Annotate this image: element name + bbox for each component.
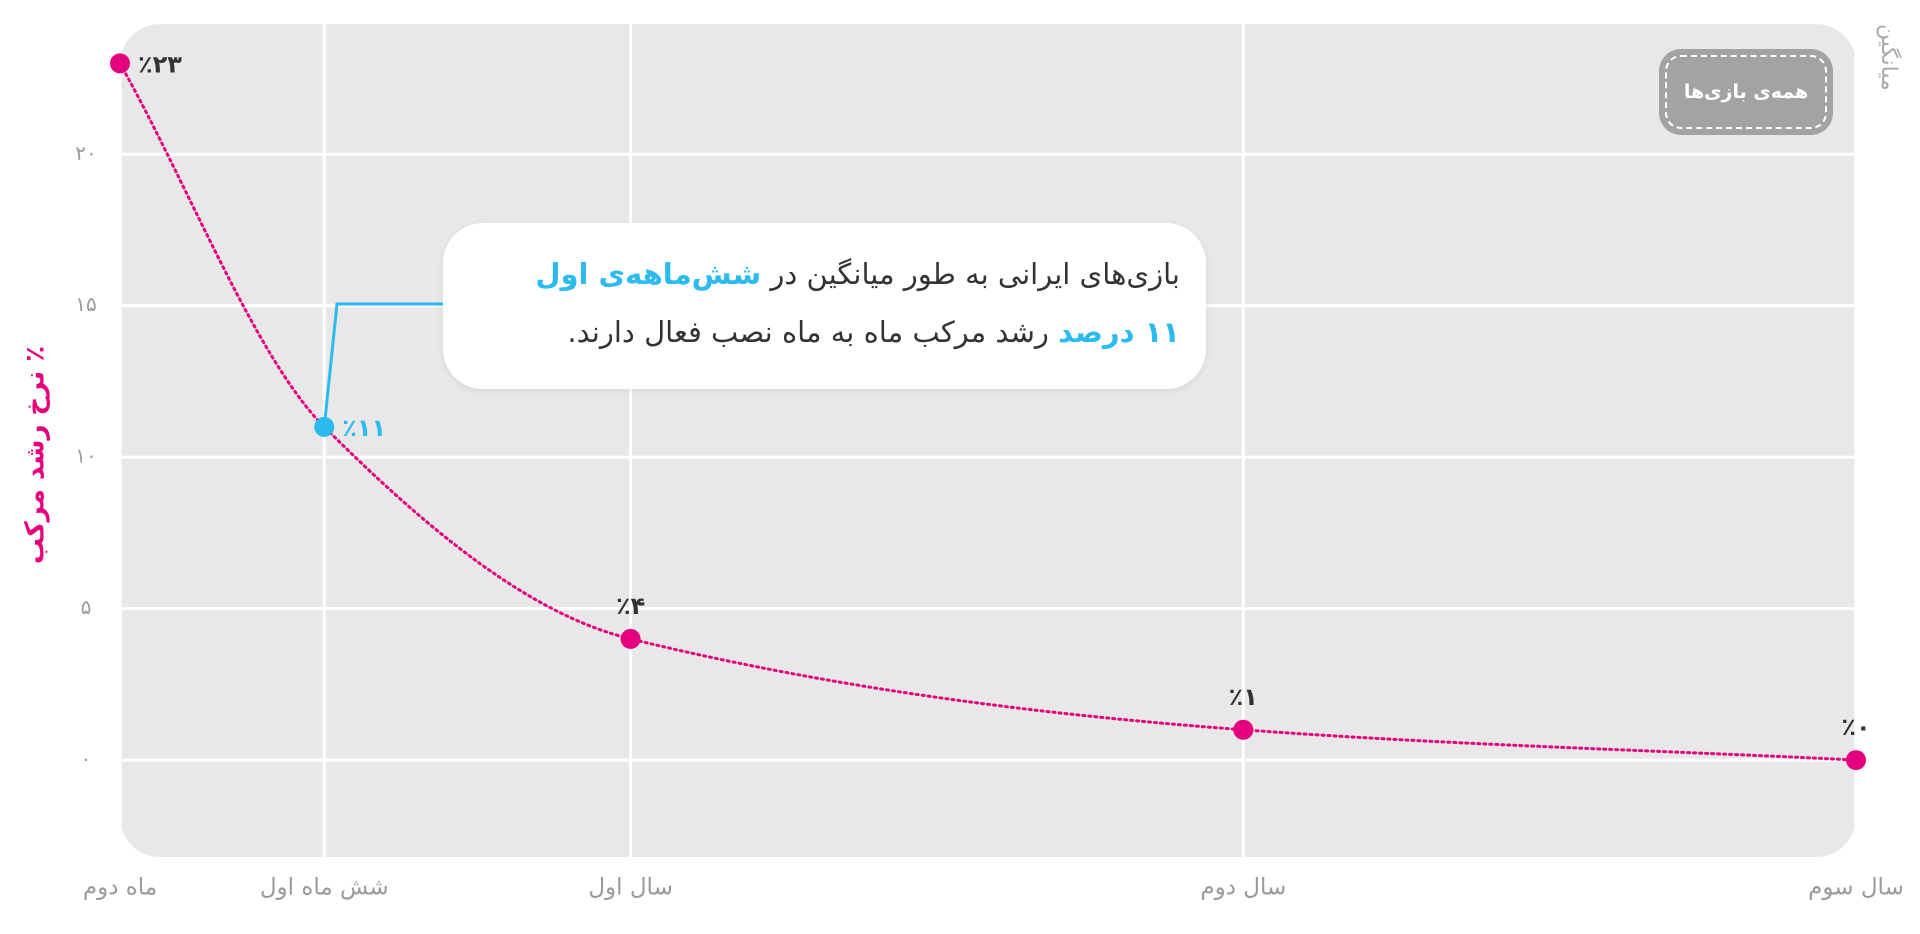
y-axis-title: ٪ نرخ رشد مرکب [21, 346, 51, 564]
y-tick-label: ۲۰ [75, 141, 96, 165]
data-point [110, 53, 130, 74]
data-point [314, 416, 335, 437]
marks: ٪۲۳ ٪۱۱ ٪۴ ٪۱ ٪۰ [110, 50, 1871, 771]
annotation-highlight: شش‌ماهه‌ی اول [535, 257, 762, 291]
x-tick-label: ماه دوم [83, 875, 157, 901]
value-label: ٪۱۱ [342, 414, 386, 442]
data-point [1846, 750, 1866, 771]
annotation-text: بازی‌های ایرانی به طور میانگین در [770, 257, 1180, 291]
data-line [118, 61, 1858, 762]
x-tick-label: شش ماه اول [260, 875, 389, 901]
x-tick-label: سال سوم [1808, 875, 1904, 901]
annotation-text: رشد مرکب ماه به ماه نصب فعال دارند. [567, 315, 1049, 349]
annotation-highlight: ۱۱ درصد [1058, 315, 1180, 349]
filter-button-label: همه‌ی بازی‌ها [1665, 55, 1827, 129]
value-label: ٪۲۳ [138, 50, 182, 78]
annotation-line: ۱۱ درصد رشد مرکب ماه به ماه نصب فعال دار… [463, 303, 1180, 361]
y-tick-label: ۰ [81, 747, 92, 771]
data-point [620, 628, 641, 649]
value-label: ٪۱ [1229, 683, 1258, 711]
value-label: ٪۰ [1841, 713, 1870, 741]
y-tick-label: ۱۵ [75, 292, 96, 316]
y-tick-label: ۵ [81, 595, 92, 619]
value-label: ٪۴ [616, 592, 645, 620]
y-tick-label: ۱۰ [75, 444, 96, 468]
side-label: میانگین [1876, 24, 1902, 91]
filter-button[interactable]: همه‌ی بازی‌ها [1659, 49, 1833, 135]
annotation-line: بازی‌های ایرانی به طور میانگین در شش‌ماه… [463, 245, 1180, 303]
x-tick-label: سال دوم [1200, 875, 1286, 901]
data-point [1233, 719, 1254, 740]
annotation-callout: بازی‌های ایرانی به طور میانگین در شش‌ماه… [443, 223, 1206, 389]
annotation-leader [322, 302, 443, 428]
x-tick-label: سال اول [588, 875, 673, 901]
